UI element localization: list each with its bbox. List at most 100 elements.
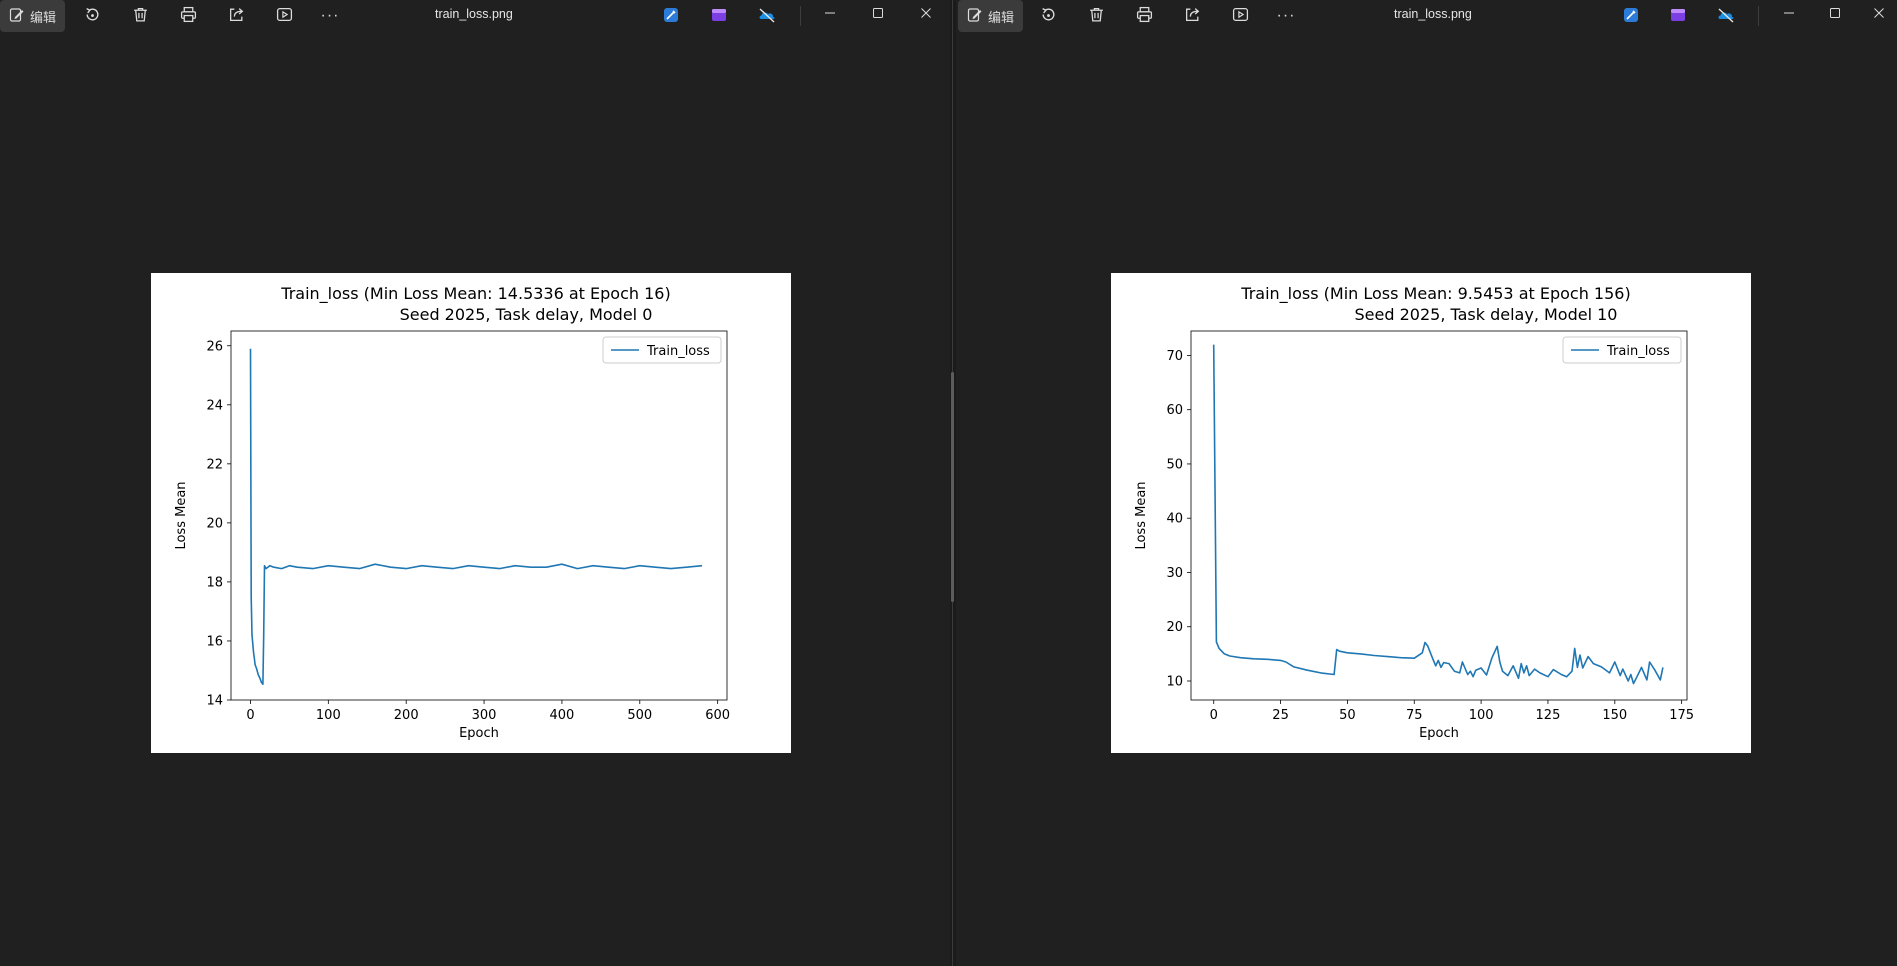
- chart-image: Train_loss (Min Loss Mean: 14.5336 at Ep…: [151, 273, 791, 753]
- print-button[interactable]: [172, 0, 204, 32]
- file-title: train_loss.png: [1394, 7, 1472, 21]
- window-splitter[interactable]: [950, 0, 956, 966]
- x-tick-label: 100: [1469, 708, 1494, 723]
- delete-icon: [1088, 6, 1105, 26]
- close-button[interactable]: [903, 0, 949, 30]
- x-tick-label: 175: [1669, 708, 1694, 723]
- x-tick-label: 150: [1602, 708, 1627, 723]
- line-chart: Train_loss (Min Loss Mean: 9.5453 at Epo…: [1134, 284, 1694, 741]
- chart-subtitle: Seed 2025, Task delay, Model 0: [400, 305, 653, 324]
- x-tick-label: 25: [1272, 708, 1289, 723]
- y-tick-label: 22: [206, 457, 223, 472]
- minimize-icon: [824, 6, 836, 24]
- chart-subtitle: Seed 2025, Task delay, Model 10: [1355, 305, 1618, 324]
- edit-button[interactable]: 编辑: [958, 0, 1023, 32]
- onedrive-icon[interactable]: [758, 6, 776, 24]
- close-icon: [1873, 6, 1885, 24]
- clipchamp-icon[interactable]: [1669, 6, 1687, 24]
- minimize-button[interactable]: [807, 0, 853, 30]
- print-icon: [180, 6, 197, 26]
- legend-label: Train_loss: [1606, 344, 1670, 359]
- y-tick-label: 10: [1166, 675, 1183, 690]
- chart-title: Train_loss (Min Loss Mean: 9.5453 at Epo…: [1240, 284, 1630, 304]
- rotate-button[interactable]: [76, 0, 108, 32]
- x-tick-label: 50: [1339, 708, 1356, 723]
- splitter-handle[interactable]: [951, 372, 954, 602]
- y-tick-label: 24: [206, 398, 223, 413]
- chart-image: Train_loss (Min Loss Mean: 9.5453 at Epo…: [1111, 273, 1751, 753]
- x-tick-label: 0: [246, 708, 254, 723]
- maximize-icon: [872, 6, 884, 24]
- edit-button[interactable]: 编辑: [0, 0, 65, 32]
- legend-box: [1562, 336, 1682, 364]
- x-tick-label: 200: [394, 708, 419, 723]
- edit-icon: [9, 7, 25, 26]
- y-tick-label: 14: [206, 694, 223, 709]
- maximize-button[interactable]: [1812, 0, 1858, 30]
- x-tick-label: 300: [472, 708, 497, 723]
- edit-icon: [967, 7, 983, 26]
- toolbar: 编辑 ··· train_loss.png: [956, 0, 1897, 32]
- rotate-button[interactable]: [1032, 0, 1064, 32]
- share-icon: [1184, 6, 1201, 26]
- plot-frame: [1190, 330, 1688, 701]
- photo-viewer-window-right: 编辑 ··· train_loss.png Train_loss (Min Lo…: [956, 0, 1897, 966]
- file-title: train_loss.png: [435, 7, 513, 21]
- y-tick-label: 40: [1166, 512, 1183, 527]
- delete-button[interactable]: [1080, 0, 1112, 32]
- delete-icon: [132, 6, 149, 26]
- close-button[interactable]: [1856, 0, 1897, 30]
- series-line: [1212, 344, 1664, 685]
- onedrive-icon[interactable]: [1717, 6, 1735, 24]
- x-tick-label: 500: [627, 708, 652, 723]
- edit-label: 编辑: [987, 9, 1014, 25]
- print-icon: [1136, 6, 1153, 26]
- line-chart: Train_loss (Min Loss Mean: 14.5336 at Ep…: [174, 284, 730, 741]
- y-tick-label: 16: [206, 634, 223, 649]
- maximize-icon: [1829, 6, 1841, 24]
- x-tick-label: 400: [550, 708, 575, 723]
- y-tick-label: 26: [206, 339, 223, 354]
- plot-frame: [230, 330, 728, 701]
- delete-button[interactable]: [124, 0, 156, 32]
- toolbar: 编辑 ··· train_loss.png: [0, 0, 950, 32]
- share-button[interactable]: [1176, 0, 1208, 32]
- x-axis-label: Epoch: [1419, 726, 1459, 741]
- slideshow-icon: [276, 6, 293, 26]
- y-tick-label: 50: [1166, 457, 1183, 472]
- y-tick-label: 60: [1166, 403, 1183, 418]
- y-tick-label: 30: [1166, 566, 1183, 581]
- y-axis-label: Loss Mean: [1134, 481, 1149, 549]
- slideshow-button[interactable]: [268, 0, 300, 32]
- legend-box: [602, 336, 722, 364]
- y-axis-label: Loss Mean: [174, 481, 189, 549]
- maximize-button[interactable]: [855, 0, 901, 30]
- y-tick-label: 20: [206, 516, 223, 531]
- designer-icon[interactable]: [1622, 6, 1640, 24]
- rotate-icon: [1040, 6, 1057, 26]
- edit-label: 编辑: [29, 9, 56, 25]
- more-button[interactable]: ···: [314, 0, 346, 32]
- x-tick-label: 600: [705, 708, 730, 723]
- x-axis-label: Epoch: [459, 726, 499, 741]
- more-icon: ···: [320, 7, 340, 24]
- x-tick-label: 100: [316, 708, 341, 723]
- print-button[interactable]: [1128, 0, 1160, 32]
- clipchamp-icon[interactable]: [710, 6, 728, 24]
- close-icon: [920, 6, 932, 24]
- designer-icon[interactable]: [662, 6, 680, 24]
- chart-title: Train_loss (Min Loss Mean: 14.5336 at Ep…: [280, 284, 670, 304]
- legend-label: Train_loss: [646, 344, 710, 359]
- more-button[interactable]: ···: [1270, 0, 1302, 32]
- separator: [1758, 6, 1759, 26]
- x-tick-label: 0: [1210, 708, 1218, 723]
- share-button[interactable]: [220, 0, 252, 32]
- minimize-button[interactable]: [1766, 0, 1812, 30]
- series-line: [249, 348, 703, 686]
- x-tick-label: 75: [1406, 708, 1423, 723]
- photo-viewer-window-left: 编辑 ··· train_loss.png Train_loss (Min Lo…: [0, 0, 950, 753]
- rotate-icon: [84, 6, 101, 26]
- y-tick-label: 20: [1166, 620, 1183, 635]
- separator: [800, 6, 801, 26]
- slideshow-button[interactable]: [1224, 0, 1256, 32]
